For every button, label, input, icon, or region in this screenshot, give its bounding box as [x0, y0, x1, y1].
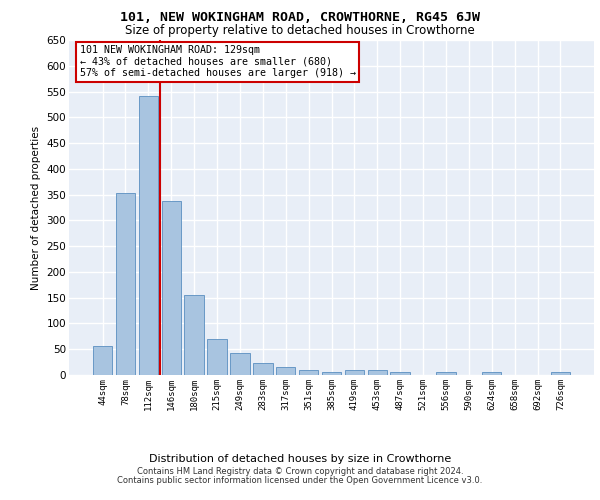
Bar — [161, 201, 181, 375]
Bar — [299, 370, 319, 375]
Bar — [551, 372, 570, 375]
Text: Size of property relative to detached houses in Crowthorne: Size of property relative to detached ho… — [125, 24, 475, 37]
Bar — [116, 192, 135, 375]
Text: 101 NEW WOKINGHAM ROAD: 129sqm
← 43% of detached houses are smaller (680)
57% of: 101 NEW WOKINGHAM ROAD: 129sqm ← 43% of … — [79, 45, 355, 78]
Bar — [391, 372, 410, 375]
Text: Contains HM Land Registry data © Crown copyright and database right 2024.: Contains HM Land Registry data © Crown c… — [137, 467, 463, 476]
Bar — [93, 346, 112, 375]
Bar — [139, 96, 158, 375]
Bar — [253, 362, 272, 375]
Bar — [436, 372, 455, 375]
Bar — [184, 295, 204, 375]
Bar — [368, 370, 387, 375]
Bar — [276, 367, 295, 375]
Bar — [482, 372, 502, 375]
Bar — [230, 354, 250, 375]
Y-axis label: Number of detached properties: Number of detached properties — [31, 126, 41, 290]
Bar — [208, 339, 227, 375]
Bar — [322, 372, 341, 375]
Text: Distribution of detached houses by size in Crowthorne: Distribution of detached houses by size … — [149, 454, 451, 464]
Text: Contains public sector information licensed under the Open Government Licence v3: Contains public sector information licen… — [118, 476, 482, 485]
Text: 101, NEW WOKINGHAM ROAD, CROWTHORNE, RG45 6JW: 101, NEW WOKINGHAM ROAD, CROWTHORNE, RG4… — [120, 11, 480, 24]
Bar — [344, 370, 364, 375]
